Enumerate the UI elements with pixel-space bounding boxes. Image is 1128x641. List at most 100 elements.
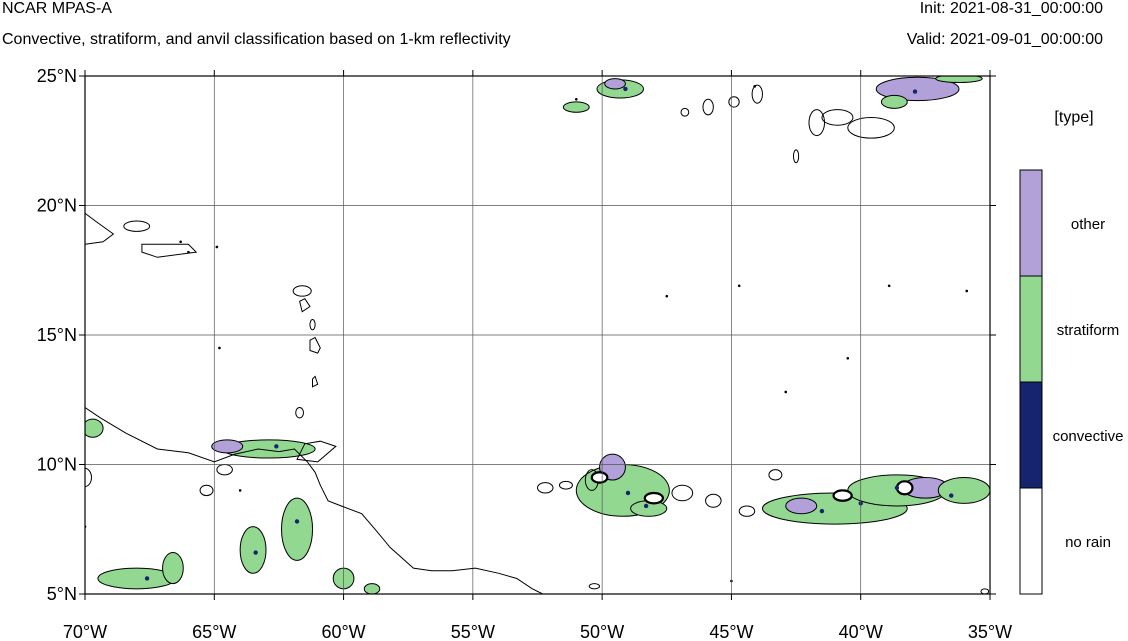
lat-tick-label: 15°N [37, 325, 77, 345]
precip-cell-stratiform [239, 526, 267, 574]
precip-dot [574, 98, 578, 101]
lon-tick-label: 55°W [451, 622, 495, 641]
precip-outline [85, 467, 92, 488]
convective-cell [819, 508, 825, 514]
precip-dot [846, 357, 850, 360]
precip-outline [808, 109, 826, 137]
precip-outline [588, 583, 601, 590]
precip-dot [737, 284, 741, 288]
coastline-hispaniola [85, 212, 115, 245]
precip-dot [887, 284, 891, 288]
convective-cell [253, 550, 258, 555]
precip-outline [705, 493, 722, 508]
legend-label: convective [1053, 428, 1124, 445]
convective-cell [912, 89, 918, 94]
precip-outline [738, 505, 756, 517]
init-time: Init: 2021-08-31_00:00:00 [919, 0, 1103, 17]
precip-ring [895, 480, 914, 496]
precip-outline [558, 480, 573, 490]
island-outline [141, 243, 198, 258]
island-outline [312, 375, 319, 388]
axis-ticks: 70°W 65°W 60°W 55°W 50°W 45°W 40°W 35°W 25°N 20°N… [37, 66, 1012, 641]
precip-outline [199, 484, 214, 497]
legend-swatch-stratiform [1019, 275, 1043, 383]
precip-dot [238, 489, 242, 492]
precip-ring [832, 489, 853, 502]
lon-tick-label: 40°W [839, 622, 883, 641]
legend-label: other [1071, 216, 1105, 233]
lon-tick-label: 45°W [709, 622, 753, 641]
legend-label: no rain [1065, 534, 1111, 551]
precip-dot [965, 289, 969, 293]
precip-outline [123, 220, 151, 232]
precip-cell-stratiform [162, 552, 184, 585]
precip-outline [537, 482, 554, 494]
convective-cell [625, 490, 631, 496]
precip-cell-stratiform [363, 583, 381, 594]
precip-outline [847, 116, 895, 139]
legend: [type] other stratiform convective no rain [1019, 109, 1124, 595]
map-subtitle: Convective, stratiform, and anvil classi… [2, 31, 511, 48]
convective-cell [623, 86, 628, 92]
precip-dot [665, 294, 669, 298]
precip-outline [680, 107, 690, 117]
precip-outline [309, 318, 316, 331]
precip-outline [821, 109, 854, 126]
coastline-layer [85, 212, 543, 594]
convective-cell [274, 444, 279, 449]
coastline-south-america [85, 407, 543, 594]
lon-tick-label: 35°W [968, 622, 1012, 641]
lon-tick-label: 65°W [192, 622, 236, 641]
precip-dot [215, 245, 219, 249]
lat-tick-label: 5°N [47, 584, 77, 604]
legend-swatch-no-rain [1019, 487, 1043, 595]
precip-cell-other [211, 439, 244, 454]
lon-tick-label: 60°W [321, 622, 365, 641]
precip-cell-stratiform [281, 497, 314, 561]
island-outline [296, 440, 337, 463]
precip-cell-stratiform [880, 94, 908, 109]
precip-cell-stratiform [937, 476, 990, 504]
precip-cell-other [604, 78, 626, 90]
precip-outline [292, 285, 312, 297]
map-title: NCAR MPAS-A [2, 0, 112, 17]
island-outline [309, 336, 321, 354]
lat-tick-label: 20°N [37, 196, 77, 216]
valid-time: Valid: 2021-09-01_00:00:00 [906, 31, 1103, 48]
lon-tick-label: 70°W [63, 622, 107, 641]
precip-outline [768, 469, 783, 481]
precip-ring [643, 491, 665, 505]
convective-cell [294, 519, 300, 524]
legend-swatch-convective [1019, 381, 1043, 489]
precip-ring [590, 471, 609, 484]
precip-outline [216, 464, 233, 476]
precip-fill-layer [85, 76, 990, 594]
convective-cell [894, 485, 900, 491]
precip-outline [671, 484, 694, 502]
legend-swatch-other [1019, 169, 1043, 277]
precip-outline [702, 98, 714, 116]
precip-outline [751, 84, 763, 104]
precip-outline [728, 96, 740, 108]
precip-cell-stratiform [562, 101, 590, 113]
convective-cell [144, 576, 150, 581]
lon-tick-label: 50°W [580, 622, 624, 641]
precip-outline [792, 149, 800, 164]
precip-dot [784, 390, 788, 394]
precip-cell-stratiform [935, 76, 983, 83]
island-outline [299, 298, 311, 313]
convective-cell [643, 503, 649, 509]
convective-cell [949, 493, 954, 498]
precip-cell-other [785, 497, 818, 515]
precip-cell-other [875, 76, 960, 102]
lat-tick-label: 10°N [37, 455, 77, 475]
precip-dot [218, 346, 221, 350]
legend-label: stratiform [1057, 322, 1120, 339]
precip-cell-stratiform [85, 418, 104, 438]
precip-outline [980, 588, 990, 594]
precip-dot [179, 240, 182, 244]
precip-dot [753, 85, 756, 88]
lat-tick-label: 25°N [37, 66, 77, 86]
precip-outline [295, 407, 304, 419]
